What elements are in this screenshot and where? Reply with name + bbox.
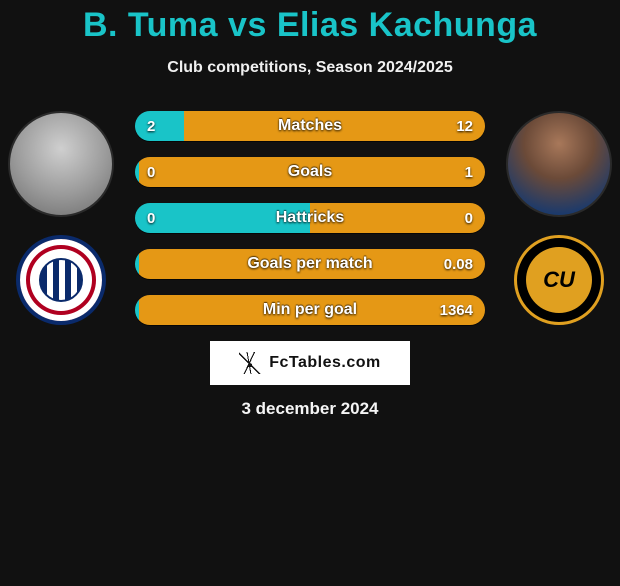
player2-club-badge: CU (514, 235, 604, 325)
player1-club-badge (16, 235, 106, 325)
bar-row: Goals01 (135, 157, 485, 187)
branding-text: FcTables.com (269, 354, 381, 372)
reading-badge-icon (39, 258, 83, 302)
bar-right-fill (139, 157, 486, 187)
branding-box: FcTables.com (210, 341, 410, 385)
comparison-bars: Matches212 Goals01 Hattricks00 Goals per ma… (135, 111, 485, 325)
bar-right-fill (139, 295, 486, 325)
title-vs: vs (228, 6, 267, 44)
comparison-area: CU Matches212 Goals01 Hattricks00 Goals per… (0, 111, 620, 325)
title-player2: Elias Kachunga (277, 6, 537, 44)
bar-right-fill (139, 249, 486, 279)
bar-row: Min per goal1364 (135, 295, 485, 325)
bar-row: Hattricks00 (135, 203, 485, 233)
bar-right-fill (310, 203, 485, 233)
bar-left-fill (135, 203, 310, 233)
right-player-column: CU (504, 111, 614, 325)
page-title: B. Tuma vs Elias Kachunga (0, 6, 620, 45)
bar-right-fill (184, 111, 485, 141)
title-player1: B. Tuma (83, 6, 218, 44)
fctables-logo-icon (239, 352, 261, 374)
cu-badge-text: CU (526, 247, 592, 313)
subtitle: Club competitions, Season 2024/2025 (0, 59, 620, 77)
player1-photo (8, 111, 114, 217)
date-line: 3 december 2024 (0, 399, 620, 419)
player2-photo (506, 111, 612, 217)
bar-left-fill (135, 111, 184, 141)
left-player-column (6, 111, 116, 325)
bar-row: Goals per match0.08 (135, 249, 485, 279)
bar-row: Matches212 (135, 111, 485, 141)
